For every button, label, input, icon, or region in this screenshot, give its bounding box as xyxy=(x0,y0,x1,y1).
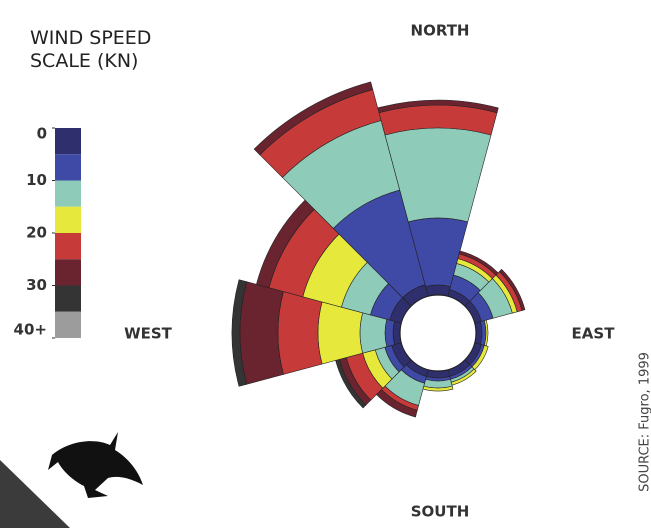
logo xyxy=(48,432,143,498)
rose-segment xyxy=(359,312,388,354)
rose-segment xyxy=(377,99,499,114)
chart-title: WIND SPEED SCALE (KN) xyxy=(30,27,151,72)
rose-segment xyxy=(499,268,526,311)
legend-swatch xyxy=(55,206,81,233)
scale-tick-label: 10 xyxy=(26,171,47,189)
direction-label: EAST xyxy=(572,325,616,343)
rose-hole xyxy=(399,294,477,372)
scale-tick-label: 30 xyxy=(26,276,47,294)
legend-swatch xyxy=(55,311,81,338)
legend-swatch xyxy=(55,180,81,207)
legend-swatch xyxy=(55,259,81,286)
rose-segment xyxy=(384,318,395,348)
direction-label: WEST xyxy=(124,325,173,343)
rose-segment xyxy=(239,281,284,385)
source-note: SOURCE: Fugro, 1999 xyxy=(638,352,651,492)
legend-swatch xyxy=(55,285,81,312)
rose-segment xyxy=(231,279,248,387)
direction-label: NORTH xyxy=(411,22,470,40)
rose-segment xyxy=(253,81,374,156)
legend-swatch xyxy=(55,154,81,181)
legend-swatch xyxy=(55,233,81,260)
scale-tick-label: 0 xyxy=(37,125,47,143)
rose-segment xyxy=(277,291,323,375)
legend-swatch xyxy=(55,128,81,155)
scale-tick-label: 20 xyxy=(26,224,47,242)
scale-tick-label: 40+ xyxy=(14,321,47,339)
direction-label: SOUTH xyxy=(411,503,470,521)
